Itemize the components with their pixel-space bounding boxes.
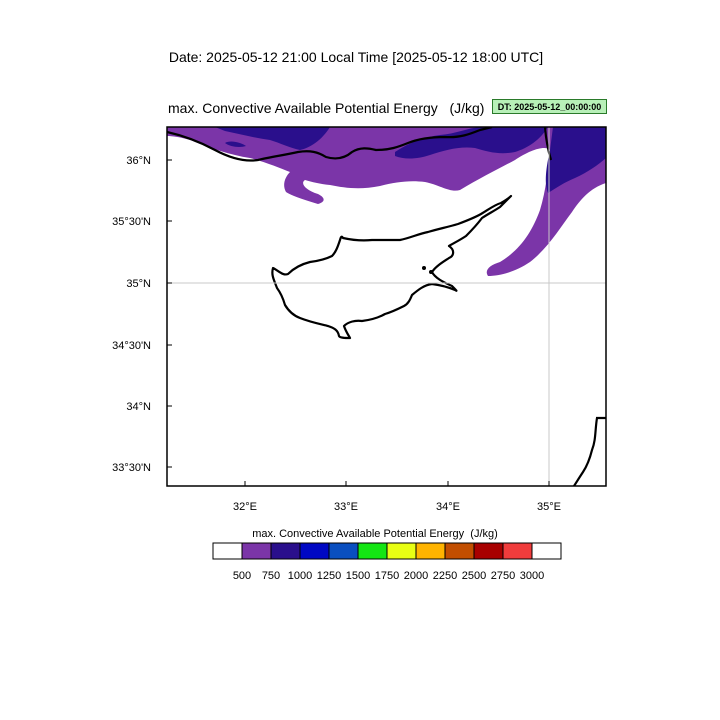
colorbar-swatch — [415, 542, 446, 560]
map-frame — [166, 126, 607, 487]
colorbar-label: 750 — [262, 570, 280, 582]
colorbar-swatch — [357, 542, 388, 560]
lat-label-36n: 36°N — [126, 155, 151, 167]
lat-label-34n: 34°N — [126, 401, 151, 413]
colorbar-title: max. Convective Available Potential Ener… — [252, 528, 498, 540]
colorbar-swatch — [502, 542, 533, 560]
islet-1 — [422, 266, 426, 270]
lon-label-32e: 32°E — [233, 501, 257, 513]
lat-label-35-30n: 35°30'N — [112, 216, 151, 228]
colorbar-labels: 500 750 1000 1250 1500 1750 2000 2250 2500 2750 30… — [233, 570, 544, 582]
plot-title: max. Convective Available Potential Ener… — [168, 100, 485, 116]
colorbar-swatch — [473, 542, 504, 560]
colorbar-label: 1500 — [346, 570, 370, 582]
colorbar-swatch — [444, 542, 475, 560]
lon-label-35e: 35°E — [537, 501, 561, 513]
colorbar-label: 2750 — [491, 570, 515, 582]
colorbar-label: 3000 — [520, 570, 544, 582]
dt-badge: DT: 2025-05-12_00:00:00 — [492, 99, 607, 114]
islet-2 — [429, 270, 433, 274]
date-title: Date: 2025-05-12 21:00 Local Time [2025-… — [168, 49, 544, 65]
lon-axis: 32°E 33°E 34°E 35°E — [233, 481, 561, 513]
colorbar-label: 500 — [233, 570, 251, 582]
colorbar-swatch — [270, 542, 301, 560]
syria-coastline — [573, 416, 606, 486]
lon-label-33e: 33°E — [334, 501, 358, 513]
colorbar-swatch — [531, 542, 562, 560]
map-plot-area — [167, 127, 606, 486]
colorbar-label: 1000 — [288, 570, 312, 582]
cape-field-1000-north — [215, 127, 330, 150]
lon-label-34e: 34°E — [436, 501, 460, 513]
colorbar-swatch — [241, 542, 272, 560]
colorbar-swatch — [299, 542, 330, 560]
lat-axis: 36°N 35°30'N 35°N 34°30'N 34°N 33°30'N — [112, 155, 172, 474]
coastlines — [167, 127, 606, 486]
colorbar-swatch — [386, 542, 417, 560]
cape-field-1000-east — [545, 127, 606, 193]
colorbar-label: 1750 — [375, 570, 399, 582]
turkey-coastline — [167, 127, 493, 162]
colorbar-label: 2250 — [433, 570, 457, 582]
lat-label-33-30n: 33°30'N — [112, 462, 151, 474]
colorbar-label: 2500 — [462, 570, 486, 582]
cape-field-1000-small — [225, 141, 246, 147]
cyprus-coastline — [271, 194, 513, 340]
lat-label-34-30n: 34°30'N — [112, 340, 151, 352]
turkey-gulf-coastline — [543, 127, 553, 161]
lat-label-35n: 35°N — [126, 278, 151, 290]
colorbar-swatch — [212, 542, 243, 560]
colorbar-swatch — [328, 542, 359, 560]
colorbar-label: 1250 — [317, 570, 341, 582]
colorbar-label: 2000 — [404, 570, 428, 582]
colorbar — [212, 542, 562, 560]
cape-field-1000-central — [395, 127, 548, 159]
cape-field-750 — [167, 127, 606, 276]
